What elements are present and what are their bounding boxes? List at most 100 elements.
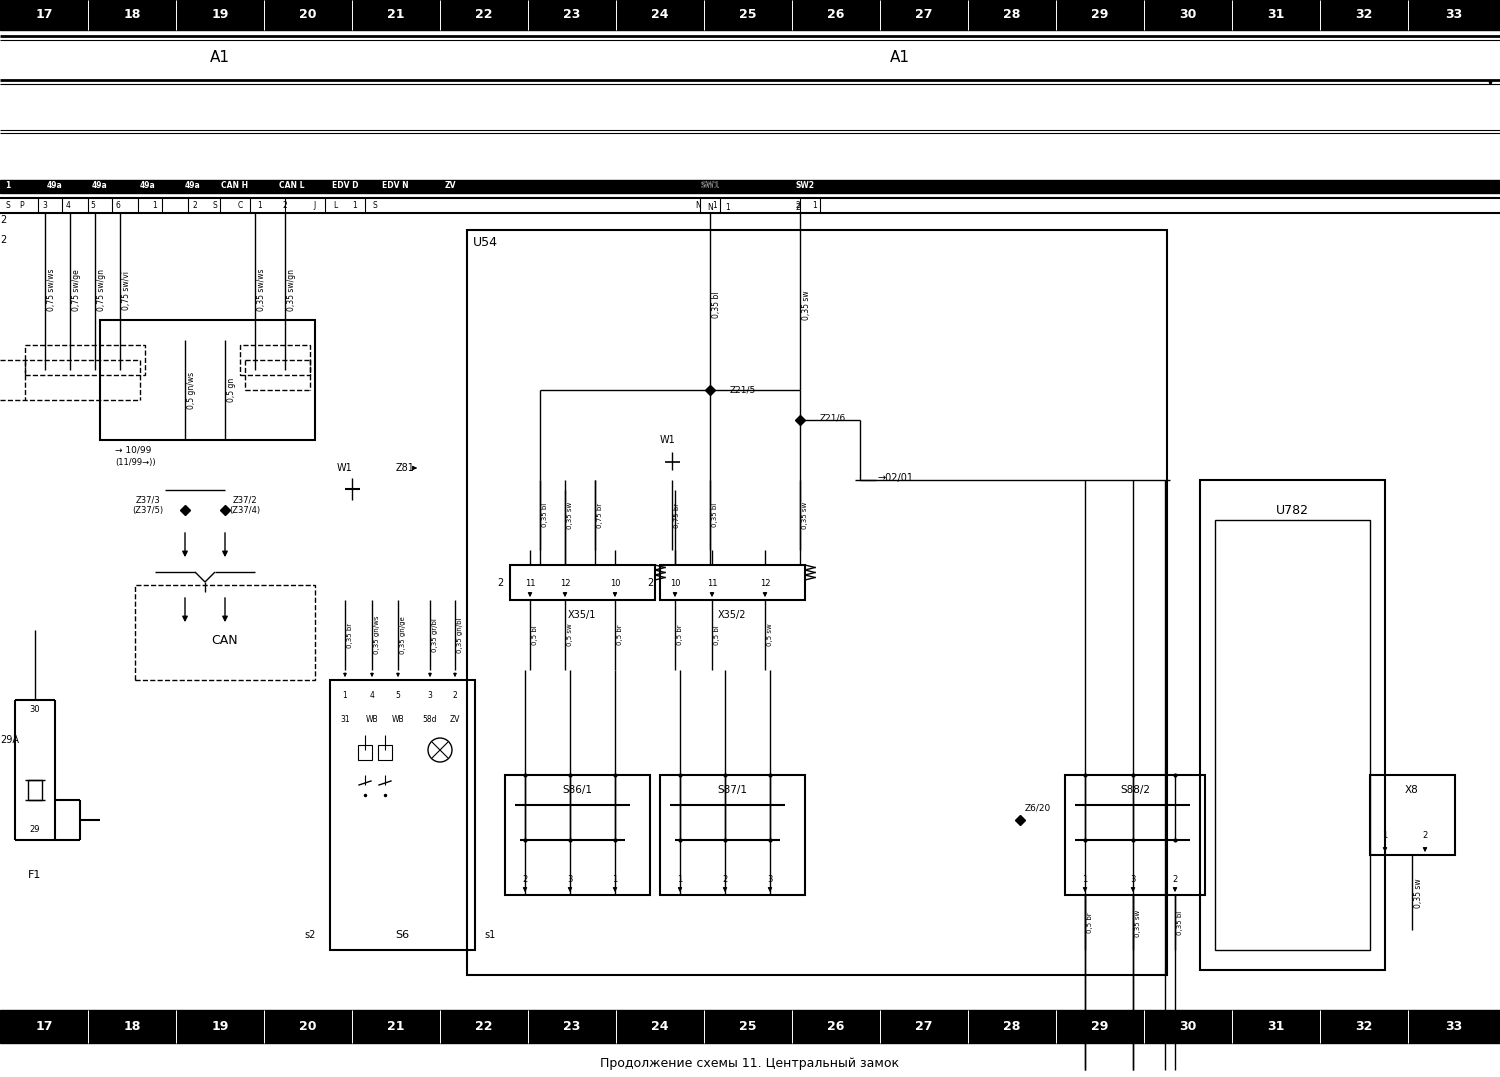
- Text: 1: 1: [342, 690, 348, 699]
- Text: WB: WB: [392, 715, 405, 725]
- Text: Z6/20: Z6/20: [1024, 803, 1051, 812]
- Text: 2: 2: [0, 215, 6, 225]
- Bar: [1200, 480, 1384, 970]
- Bar: [0, 180, 1500, 193]
- Text: S: S: [213, 201, 217, 210]
- Text: 22: 22: [476, 9, 492, 22]
- Text: 2: 2: [496, 578, 502, 588]
- Text: 32: 32: [1356, 9, 1372, 22]
- Text: 33: 33: [1446, 1021, 1462, 1034]
- Text: 0,35 br: 0,35 br: [346, 623, 352, 647]
- Text: X35/2: X35/2: [717, 610, 747, 620]
- Text: → 10/99: → 10/99: [116, 446, 152, 454]
- Text: 1: 1: [352, 201, 357, 210]
- Bar: [330, 680, 476, 950]
- Text: 23: 23: [564, 1021, 580, 1034]
- Text: P: P: [20, 201, 24, 210]
- Text: X8: X8: [1406, 785, 1419, 795]
- Text: SW1: SW1: [700, 182, 720, 191]
- Text: 33: 33: [1446, 9, 1462, 22]
- Text: 2: 2: [646, 578, 652, 588]
- Text: 29A: 29A: [0, 735, 20, 745]
- Text: 6: 6: [116, 201, 120, 210]
- Text: CAN L: CAN L: [279, 182, 304, 191]
- Text: 18: 18: [123, 1021, 141, 1034]
- Text: EDV D: EDV D: [332, 182, 358, 191]
- Text: 0,35 sw/gn: 0,35 sw/gn: [286, 269, 296, 311]
- Bar: [28, 780, 42, 800]
- Text: 0,35 sw/ws: 0,35 sw/ws: [256, 269, 265, 311]
- Text: 58d: 58d: [423, 715, 438, 725]
- Text: 10: 10: [609, 578, 621, 587]
- Text: 0,35 bl: 0,35 bl: [712, 292, 722, 318]
- Bar: [135, 585, 315, 680]
- Text: X35/1: X35/1: [568, 610, 596, 620]
- Text: SW2: SW2: [795, 182, 814, 191]
- Text: 0,5 bl: 0,5 bl: [714, 625, 720, 645]
- Text: SW1: SW1: [700, 182, 720, 191]
- Text: 0,35 sw: 0,35 sw: [1136, 909, 1142, 937]
- Text: 29: 29: [30, 825, 40, 835]
- Bar: [26, 345, 146, 375]
- Text: 0,75 sw/gn: 0,75 sw/gn: [98, 269, 106, 311]
- Text: 4: 4: [66, 201, 70, 210]
- Text: 1: 1: [1383, 830, 1388, 839]
- Text: 0,35 bl: 0,35 bl: [542, 503, 548, 527]
- Bar: [466, 230, 1167, 975]
- Text: S86/1: S86/1: [562, 785, 592, 795]
- Bar: [510, 565, 656, 600]
- Text: 49a: 49a: [140, 182, 156, 191]
- Text: WB: WB: [366, 715, 378, 725]
- Text: 26: 26: [828, 9, 844, 22]
- Text: 1: 1: [678, 876, 682, 884]
- Text: 17: 17: [36, 1021, 52, 1034]
- Text: 49a: 49a: [92, 182, 108, 191]
- Bar: [1370, 775, 1455, 855]
- Text: 0,35 sw: 0,35 sw: [802, 290, 812, 320]
- Text: 0,5 gn: 0,5 gn: [226, 378, 236, 402]
- Text: 49a: 49a: [46, 182, 63, 191]
- Text: 31: 31: [1268, 1021, 1284, 1034]
- Text: 0,35 gn/bl: 0,35 gn/bl: [458, 617, 464, 653]
- Text: 29: 29: [1092, 9, 1108, 22]
- Text: 5: 5: [90, 201, 96, 210]
- Text: 0,75 sw/ge: 0,75 sw/ge: [72, 269, 81, 311]
- Bar: [358, 745, 372, 760]
- Text: N: N: [706, 202, 712, 211]
- Text: (Z37/5): (Z37/5): [132, 505, 164, 515]
- Text: 5: 5: [396, 690, 400, 699]
- Text: S: S: [372, 201, 378, 210]
- Text: 27: 27: [915, 9, 933, 22]
- Text: 0,5 sw: 0,5 sw: [766, 624, 772, 646]
- Text: 1: 1: [1083, 876, 1088, 884]
- Text: 30: 30: [1179, 1021, 1197, 1034]
- Text: ZV: ZV: [450, 715, 460, 725]
- Text: S: S: [6, 201, 10, 210]
- Text: 30: 30: [1179, 9, 1197, 22]
- Text: 31: 31: [340, 715, 350, 725]
- Text: 26: 26: [828, 1021, 844, 1034]
- Text: Z21/6: Z21/6: [821, 414, 846, 422]
- Text: 21: 21: [387, 1021, 405, 1034]
- Text: (Z37/4): (Z37/4): [230, 505, 261, 515]
- Text: 24: 24: [651, 1021, 669, 1034]
- Text: 0,75 sw/ws: 0,75 sw/ws: [46, 269, 56, 311]
- Text: 0,35 sw: 0,35 sw: [802, 502, 808, 529]
- Text: 12: 12: [560, 578, 570, 587]
- Text: W1: W1: [660, 435, 676, 445]
- Text: s1: s1: [484, 931, 495, 940]
- Text: CAN H: CAN H: [222, 182, 249, 191]
- Bar: [0, 0, 1500, 30]
- Text: 3: 3: [427, 690, 432, 699]
- Text: 30: 30: [30, 705, 40, 714]
- Bar: [240, 345, 310, 375]
- Text: 23: 23: [564, 9, 580, 22]
- Text: 18: 18: [123, 9, 141, 22]
- Text: 0,5 br: 0,5 br: [676, 625, 682, 645]
- Text: 1: 1: [813, 201, 818, 210]
- Text: ZV: ZV: [444, 182, 456, 191]
- Text: 2: 2: [723, 876, 728, 884]
- Text: Продолжение схемы 11. Центральный замок: Продолжение схемы 11. Центральный замок: [600, 1057, 900, 1069]
- Text: N: N: [694, 201, 700, 210]
- Text: 2: 2: [795, 201, 801, 210]
